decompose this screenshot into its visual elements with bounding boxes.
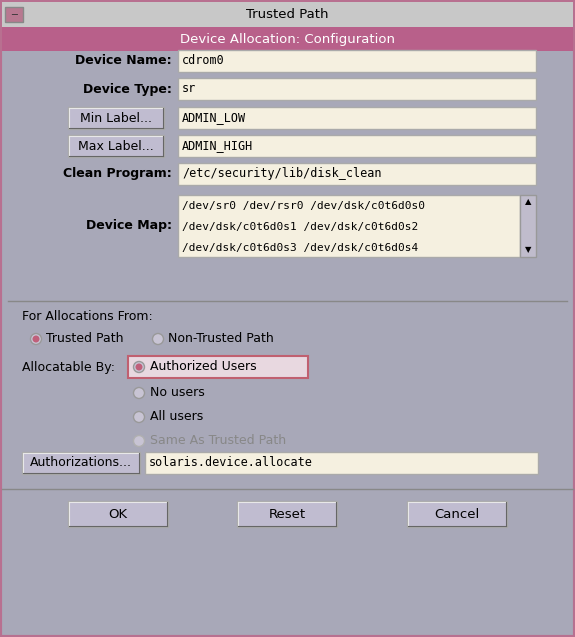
Text: ADMIN_HIGH: ADMIN_HIGH: [182, 140, 253, 152]
Text: sr: sr: [182, 83, 196, 96]
Circle shape: [33, 336, 40, 343]
Text: ▼: ▼: [525, 245, 531, 255]
Text: Max Label...: Max Label...: [78, 140, 154, 152]
Text: OK: OK: [109, 508, 128, 520]
Text: Clean Program:: Clean Program:: [63, 168, 172, 180]
Bar: [407, 501, 507, 527]
Bar: [2, 27, 573, 51]
Text: Allocatable By:: Allocatable By:: [22, 361, 115, 373]
Text: Device Allocation: Configuration: Device Allocation: Configuration: [179, 32, 394, 45]
Bar: [68, 501, 168, 527]
Text: Authorizations...: Authorizations...: [30, 457, 132, 469]
Text: Non-Trusted Path: Non-Trusted Path: [168, 333, 274, 345]
Circle shape: [133, 362, 144, 373]
Bar: [178, 50, 536, 72]
Bar: [237, 501, 337, 527]
Text: Min Label...: Min Label...: [80, 111, 152, 124]
Bar: [128, 356, 308, 378]
Bar: [520, 195, 536, 257]
Circle shape: [133, 387, 144, 399]
Text: ▲: ▲: [525, 197, 531, 206]
Text: Trusted Path: Trusted Path: [46, 333, 124, 345]
Bar: [178, 78, 536, 100]
Text: Device Name:: Device Name:: [75, 55, 172, 68]
Text: /dev/sr0 /dev/rsr0 /dev/dsk/c0t6d0s0: /dev/sr0 /dev/rsr0 /dev/dsk/c0t6d0s0: [182, 201, 425, 211]
Bar: [68, 107, 164, 129]
Bar: [145, 452, 538, 474]
Text: All users: All users: [150, 410, 203, 424]
Circle shape: [133, 412, 144, 422]
Text: ─: ─: [11, 10, 17, 20]
Text: For Allocations From:: For Allocations From:: [22, 310, 153, 324]
Text: Device Type:: Device Type:: [83, 83, 172, 96]
Bar: [178, 107, 536, 129]
Text: Device Map:: Device Map:: [86, 220, 172, 233]
Circle shape: [136, 364, 143, 371]
Text: ADMIN_LOW: ADMIN_LOW: [182, 111, 246, 124]
Bar: [2, 2, 573, 27]
Text: solaris.device.allocate: solaris.device.allocate: [149, 457, 313, 469]
Text: Trusted Path: Trusted Path: [246, 8, 328, 22]
Circle shape: [152, 334, 163, 345]
Bar: [178, 163, 536, 185]
Bar: [178, 195, 520, 257]
Text: cdrom0: cdrom0: [182, 55, 225, 68]
Bar: [5, 7, 23, 22]
Text: Authorized Users: Authorized Users: [150, 361, 256, 373]
Bar: [178, 135, 536, 157]
Circle shape: [133, 436, 144, 447]
Text: /etc/security/lib/disk_clean: /etc/security/lib/disk_clean: [182, 168, 381, 180]
Bar: [22, 452, 140, 474]
Text: /dev/dsk/c0t6d0s1 /dev/dsk/c0t6d0s2: /dev/dsk/c0t6d0s1 /dev/dsk/c0t6d0s2: [182, 222, 418, 232]
Text: Reset: Reset: [269, 508, 305, 520]
Text: Same As Trusted Path: Same As Trusted Path: [150, 434, 286, 448]
Text: Cancel: Cancel: [434, 508, 480, 520]
Text: /dev/dsk/c0t6d0s3 /dev/dsk/c0t6d0s4: /dev/dsk/c0t6d0s3 /dev/dsk/c0t6d0s4: [182, 243, 418, 253]
Bar: [68, 135, 164, 157]
Circle shape: [30, 334, 41, 345]
Text: No users: No users: [150, 387, 205, 399]
